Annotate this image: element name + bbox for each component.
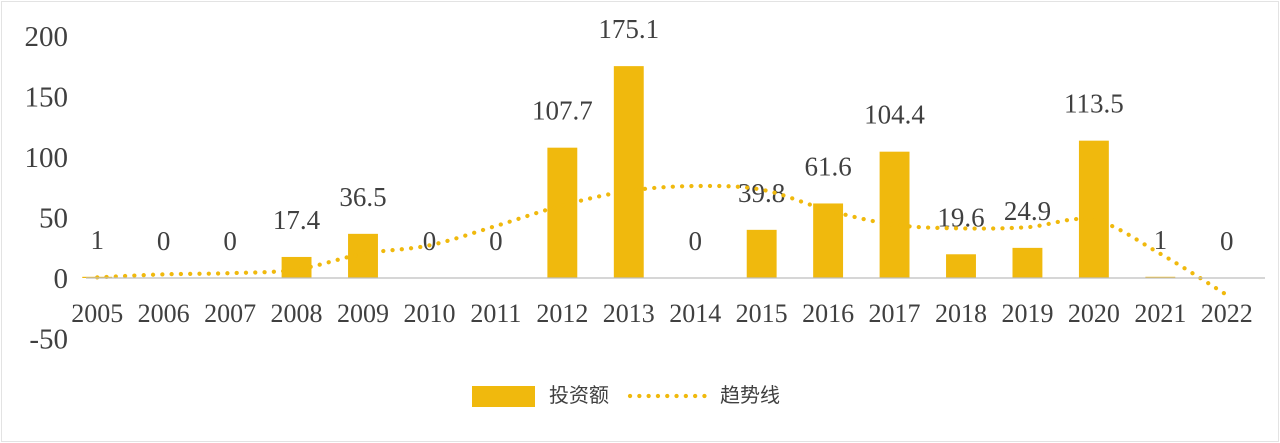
svg-text:39.8: 39.8 — [738, 178, 785, 208]
svg-text:19.6: 19.6 — [937, 202, 984, 232]
svg-text:2016: 2016 — [802, 299, 854, 328]
svg-text:0: 0 — [1220, 226, 1234, 256]
svg-text:107.7: 107.7 — [532, 96, 593, 126]
svg-text:17.4: 17.4 — [273, 205, 321, 235]
svg-text:0: 0 — [223, 226, 237, 256]
svg-text:2011: 2011 — [470, 299, 521, 328]
svg-text:2014: 2014 — [669, 299, 721, 328]
svg-text:2018: 2018 — [935, 299, 987, 328]
svg-text:2007: 2007 — [204, 299, 256, 328]
svg-text:2021: 2021 — [1134, 299, 1186, 328]
svg-text:2010: 2010 — [403, 299, 455, 328]
svg-text:2005: 2005 — [71, 299, 123, 328]
svg-text:200: 200 — [25, 21, 69, 53]
svg-text:2022: 2022 — [1201, 299, 1253, 328]
svg-text:0: 0 — [489, 226, 503, 256]
svg-text:0: 0 — [157, 226, 171, 256]
svg-text:1: 1 — [1154, 225, 1168, 255]
svg-text:36.5: 36.5 — [339, 182, 386, 212]
svg-text:2020: 2020 — [1068, 299, 1120, 328]
svg-text:175.1: 175.1 — [598, 14, 659, 44]
svg-text:0: 0 — [423, 226, 437, 256]
svg-text:150: 150 — [25, 82, 69, 114]
svg-text:2012: 2012 — [536, 299, 588, 328]
svg-text:113.5: 113.5 — [1064, 89, 1124, 119]
svg-text:2017: 2017 — [869, 299, 921, 328]
svg-text:50: 50 — [39, 203, 68, 235]
svg-text:1: 1 — [90, 225, 104, 255]
svg-text:投资额: 投资额 — [549, 384, 609, 407]
svg-text:2013: 2013 — [603, 299, 655, 328]
svg-text:趋势线: 趋势线 — [720, 384, 780, 407]
svg-text:24.9: 24.9 — [1004, 196, 1051, 226]
svg-text:2009: 2009 — [337, 299, 389, 328]
svg-text:2015: 2015 — [736, 299, 788, 328]
svg-text:100: 100 — [25, 142, 69, 174]
svg-text:104.4: 104.4 — [864, 100, 925, 130]
svg-text:0: 0 — [688, 226, 702, 256]
svg-text:-50: -50 — [29, 324, 68, 356]
svg-text:2006: 2006 — [138, 299, 190, 328]
svg-text:0: 0 — [54, 263, 69, 295]
svg-text:2019: 2019 — [1001, 299, 1053, 328]
svg-text:2008: 2008 — [271, 299, 323, 328]
svg-text:61.6: 61.6 — [804, 151, 851, 181]
